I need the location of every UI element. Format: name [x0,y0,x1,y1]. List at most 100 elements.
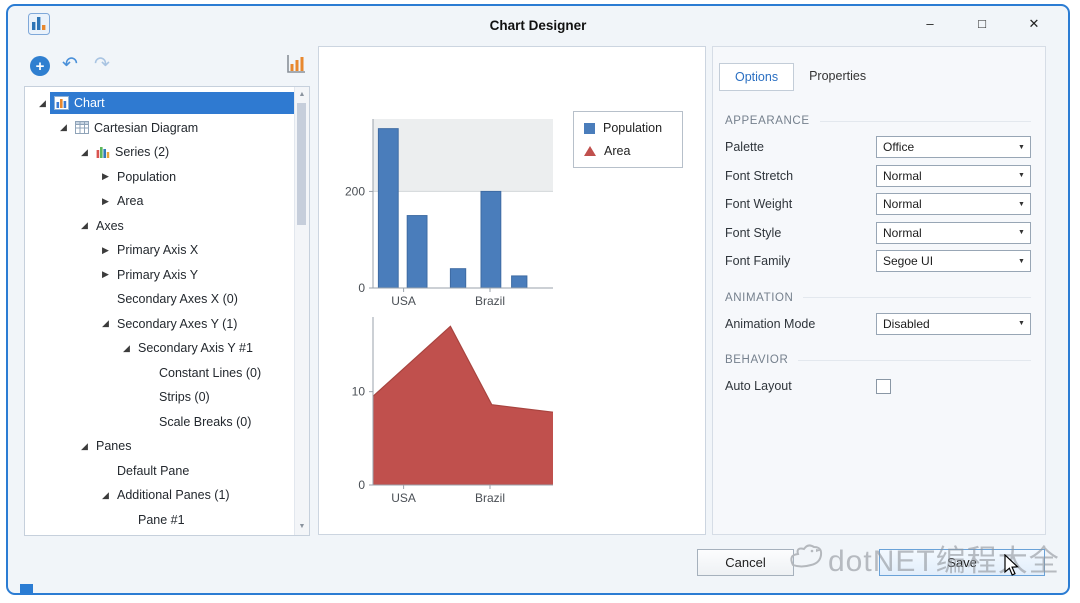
corner-decoration [20,584,33,594]
section-divider [798,359,1031,361]
tree-item-label: Series (2) [115,145,170,160]
tree-item-panes[interactable]: ◢ Panes [25,434,295,459]
tree-item-secondary-axes-y-1[interactable]: ◢ Secondary Axes Y (1) [25,312,295,337]
legend-square-marker-icon [584,122,595,134]
save-button[interactable]: Save [879,549,1045,576]
collapse-expander-icon[interactable]: ◢ [81,146,88,157]
tab-options[interactable]: Options [719,63,795,91]
section-title: APPEARANCE [725,115,810,127]
dropdown-value: Normal [883,225,922,240]
tree-item-label: Axes [96,218,124,233]
checkbox-auto-layout[interactable] [876,378,891,394]
preview-charts: 0 200 USA Brazil 0 10 USA Brazil [345,119,554,505]
svg-text:200: 200 [345,184,365,198]
chevron-down-icon: ▼ [1018,257,1025,265]
tree-item-label: Scale Breaks (0) [159,414,252,429]
tree-item-label: Secondary Axes Y (1) [117,316,238,331]
expand-expander-icon[interactable]: ▶ [102,171,109,182]
tree-item-label: Constant Lines (0) [159,365,262,380]
tree-item-constant-lines-0[interactable]: Constant Lines (0) [25,361,295,386]
svg-text:0: 0 [358,281,365,295]
dropdown-value: Office [883,140,915,155]
expand-expander-icon[interactable]: ▶ [102,195,109,206]
collapse-expander-icon[interactable]: ◢ [81,440,88,451]
tree-scrollbar[interactable]: ▲ ▼ [294,87,309,535]
options-tab-strip: Options Properties [719,63,881,91]
svg-text:Brazil: Brazil [475,294,505,308]
svg-text:10: 10 [352,385,366,399]
cancel-button[interactable]: Cancel [697,549,794,576]
tree-item-area[interactable]: ▶ Area [25,189,295,214]
tree-item-label: Area [117,194,144,209]
dropdown-value: Disabled [883,316,930,331]
tree-item-scale-breaks-0[interactable]: Scale Breaks (0) [25,410,295,435]
legend-triangle-marker-icon [584,146,596,156]
tree-item-label: Primary Axis Y [117,267,199,282]
tree-item-primary-axis-x[interactable]: ▶ Primary Axis X [25,238,295,263]
tree-item-series-2[interactable]: ◢ Series (2) [25,140,295,165]
option-label: Font Style [725,225,782,240]
tree-item-population[interactable]: ▶ Population [25,165,295,190]
tree-item-additional-panes-1[interactable]: ◢ Additional Panes (1) [25,483,295,508]
tree-item-strips-0[interactable]: Strips (0) [25,385,295,410]
tab-properties[interactable]: Properties [809,69,867,83]
section-divider [819,120,1031,122]
add-item-button[interactable]: + [30,56,50,76]
tree-item-secondary-axis-y-1[interactable]: ◢ Secondary Axis Y #1 [25,336,295,361]
minimize-button[interactable]: – [926,16,934,31]
option-row-font-family: Font Family Segoe UI ▼ [725,247,1031,276]
close-button[interactable]: ✕ [1028,16,1040,31]
tree-item-cartesian-diagram[interactable]: ◢ Cartesian Diagram [25,116,295,141]
scroll-up-icon[interactable]: ▲ [298,91,306,98]
chart-structure-tree: ◢ Chart ◢ Cartesian Diagram ◢ Series (2) ▶ Popu… [24,86,310,536]
collapse-expander-icon[interactable]: ◢ [123,342,130,353]
chart-preview: 0 200 USA Brazil 0 10 USA Brazil Population Area [318,46,706,535]
dropdown-font-weight[interactable]: Normal ▼ [876,193,1031,216]
chevron-down-icon: ▼ [1018,172,1025,180]
option-label: Font Family [725,254,791,269]
tree-item-pane-1[interactable]: Pane #1 [25,508,295,533]
chart-type-icon[interactable] [285,53,307,75]
redo-button[interactable]: ↷ [94,54,110,75]
option-row-font-style: Font Style Normal ▼ [725,219,1031,248]
tree-item-primary-axis-y[interactable]: ▶ Primary Axis Y [25,263,295,288]
svg-text:USA: USA [391,294,416,308]
option-label: Font Weight [725,197,793,212]
tree-item-axes[interactable]: ◢ Axes [25,214,295,239]
scroll-down-icon[interactable]: ▼ [298,523,306,530]
tree-item-label: Primary Axis X [117,243,199,258]
tree-item-label: Secondary Axes X (0) [117,292,238,307]
chevron-down-icon: ▼ [1018,320,1025,328]
dropdown-font-family[interactable]: Segoe UI ▼ [876,250,1031,273]
dropdown-font-style[interactable]: Normal ▼ [876,221,1031,244]
option-row-font-weight: Font Weight Normal ▼ [725,190,1031,219]
window-title: Chart Designer [489,18,587,33]
dropdown-palette[interactable]: Office ▼ [876,136,1031,159]
svg-text:USA: USA [391,491,416,505]
collapse-expander-icon[interactable]: ◢ [60,122,67,133]
svg-text:Brazil: Brazil [475,491,505,505]
expand-expander-icon[interactable]: ▶ [102,244,109,255]
expand-expander-icon[interactable]: ▶ [102,269,109,280]
option-row-animation-mode: Animation Mode Disabled ▼ [725,310,1031,339]
tree-item-default-pane[interactable]: Default Pane [25,459,295,484]
undo-button[interactable]: ↶ [62,54,78,75]
tree-item-label: Strips (0) [159,390,210,405]
legend-item-population: Population [584,121,672,135]
collapse-expander-icon[interactable]: ◢ [39,97,46,108]
collapse-expander-icon[interactable]: ◢ [81,220,88,231]
dropdown-animation-mode[interactable]: Disabled ▼ [876,312,1031,335]
option-row-auto-layout: Auto Layout [725,372,1031,401]
tree-item-label: Default Pane [117,463,190,478]
tree-item-secondary-axes-x-0[interactable]: Secondary Axes X (0) [25,287,295,312]
scrollbar-thumb[interactable] [297,103,306,225]
collapse-expander-icon[interactable]: ◢ [102,318,109,329]
section-title: ANIMATION [725,291,794,304]
collapse-expander-icon[interactable]: ◢ [102,489,109,500]
tree-item-chart[interactable]: ◢ Chart [25,91,295,116]
maximize-button[interactable]: □ [978,16,986,31]
dropdown-value: Segoe UI [883,254,934,269]
dropdown-value: Normal [883,197,922,212]
chevron-down-icon: ▼ [1018,200,1025,208]
dropdown-font-stretch[interactable]: Normal ▼ [876,164,1031,187]
